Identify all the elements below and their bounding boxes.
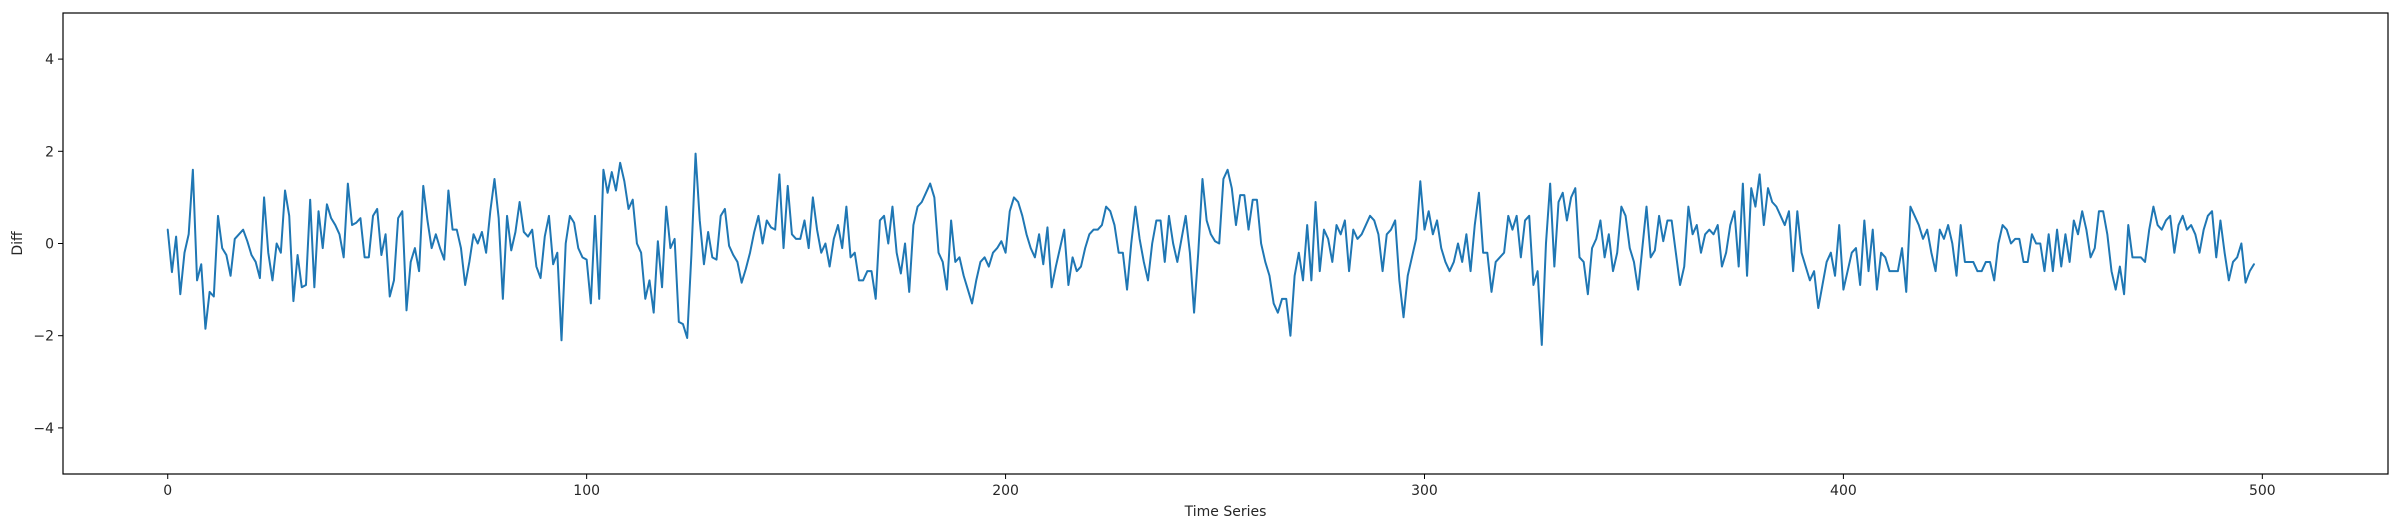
series-line — [166, 152, 2255, 346]
x-tick-label: 0 — [163, 483, 172, 499]
x-tick-label: 300 — [1411, 483, 1438, 499]
x-tick-label: 200 — [992, 483, 1019, 499]
x-axis-label: Time Series — [1184, 504, 1267, 520]
y-axis-label: Diff — [10, 231, 26, 256]
x-tick-label: 400 — [1830, 483, 1857, 499]
y-tick-label: 0 — [45, 237, 54, 253]
x-tick-label: 500 — [2249, 483, 2276, 499]
y-tick-label: −2 — [33, 329, 54, 345]
y-tick-label: −4 — [33, 421, 54, 437]
y-tick-label: 4 — [45, 52, 54, 68]
y-tick-label: 2 — [45, 144, 54, 160]
x-tick-label: 100 — [573, 483, 600, 499]
axis-ticks: 0 100 200 300 400 500 −4 −2 0 2 4 — [33, 52, 2275, 499]
axes-frame — [62, 12, 2389, 475]
